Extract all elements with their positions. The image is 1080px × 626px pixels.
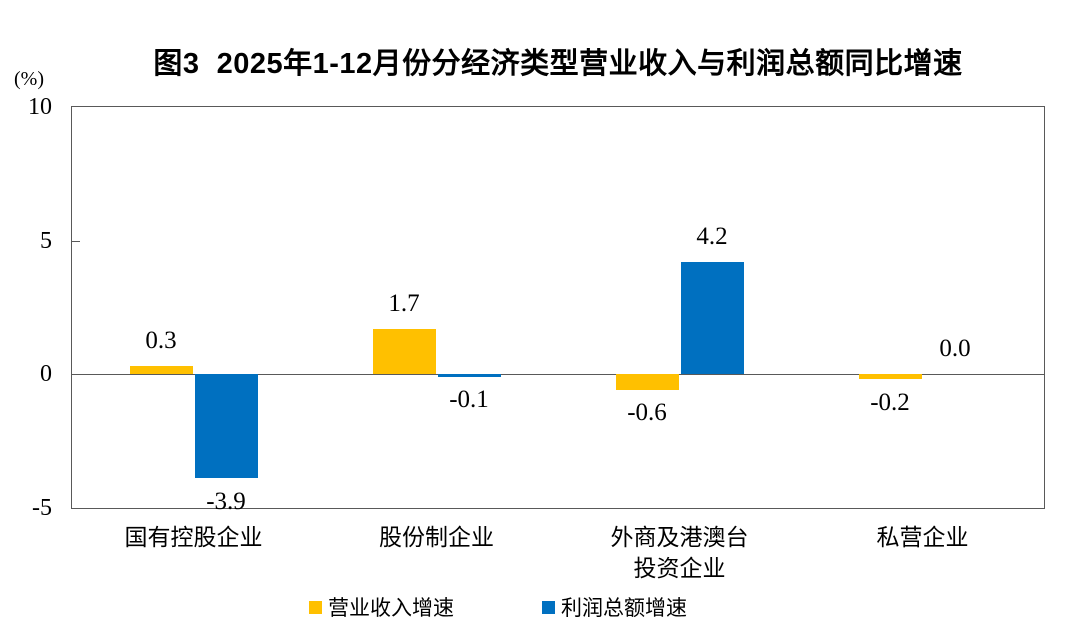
chart-legend: 营业收入增速 利润总额增速	[0, 592, 996, 622]
profit-growth-bar	[195, 374, 258, 478]
y-tick-label: 10	[28, 94, 52, 120]
profit-growth-bar	[438, 374, 501, 377]
revenue-growth-bar	[859, 374, 922, 379]
revenue-growth-bar	[130, 366, 193, 374]
revenue-growth-value-label: -0.2	[870, 389, 910, 416]
legend-item-revenue-growth: 营业收入增速	[309, 592, 454, 622]
y-axis-unit-label: (%)	[14, 68, 44, 90]
revenue-growth-value-label: -0.6	[627, 399, 667, 426]
profit-growth-value-label: -0.1	[449, 386, 489, 413]
revenue-growth-swatch-icon	[309, 600, 322, 614]
revenue-growth-value-label: 1.7	[388, 290, 420, 317]
profit-growth-bar	[681, 262, 744, 374]
revenue-growth-value-label: 0.3	[145, 327, 177, 354]
y-tick-label: 5	[40, 227, 52, 254]
profit-growth-swatch-icon	[542, 600, 555, 614]
revenue-growth-bar	[373, 329, 436, 374]
legend-label: 营业收入增速	[328, 596, 454, 620]
profit-growth-value-label: -3.9	[206, 488, 246, 515]
y-tick-label: 0	[40, 361, 52, 388]
category-label: 股份制企业	[379, 525, 494, 550]
category-label: 国有控股企业	[124, 525, 263, 550]
revenue-growth-bar	[616, 374, 679, 390]
category-label: 外商及港澳台 投资企业	[610, 525, 749, 581]
chart-title: 图3 2025年1-12月份分经济类型营业收入与利润总额同比增速	[153, 48, 963, 80]
legend-label: 利润总额增速	[561, 596, 687, 620]
zero-baseline	[72, 374, 1044, 375]
legend-item-profit-growth: 利润总额增速	[542, 592, 687, 622]
y-tick-label: -5	[32, 495, 52, 521]
profit-growth-value-label: 0.0	[939, 335, 971, 362]
y-tick-mark	[72, 240, 80, 242]
category-label: 私营企业	[876, 525, 969, 550]
profit-growth-value-label: 4.2	[696, 223, 728, 250]
